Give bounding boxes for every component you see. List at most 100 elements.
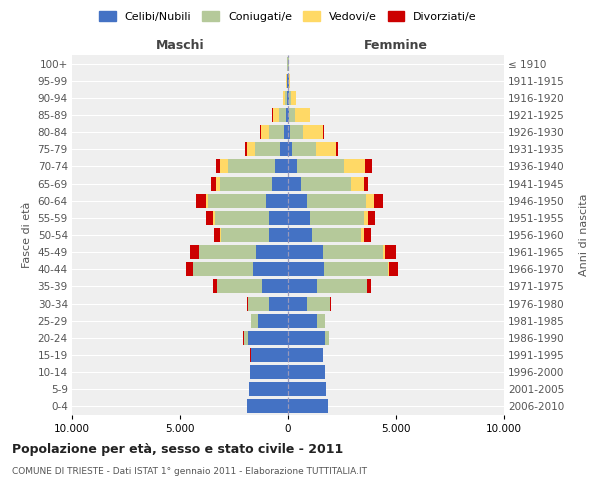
Bar — [316, 142, 335, 156]
Bar — [247, 400, 288, 413]
Bar — [284, 125, 288, 139]
Bar — [193, 262, 253, 276]
Bar — [344, 160, 365, 173]
Bar — [227, 160, 275, 173]
Bar — [283, 91, 285, 105]
Bar — [291, 91, 296, 105]
Bar — [288, 262, 323, 276]
Bar — [350, 176, 364, 190]
Bar — [385, 245, 395, 259]
Bar — [199, 245, 256, 259]
Legend: Celibi/Nubili, Coniugati/e, Vedovi/e, Divorziati/e: Celibi/Nubili, Coniugati/e, Vedovi/e, Di… — [96, 8, 480, 25]
Bar — [269, 296, 288, 310]
Bar — [215, 176, 220, 190]
Bar — [206, 194, 208, 207]
Bar — [288, 280, 317, 293]
Bar — [361, 228, 364, 242]
Bar — [220, 228, 221, 242]
Bar — [260, 125, 261, 139]
Bar — [288, 176, 301, 190]
Bar — [186, 262, 193, 276]
Bar — [365, 160, 372, 173]
Bar — [275, 160, 288, 173]
Bar — [285, 91, 287, 105]
Bar — [288, 91, 289, 105]
Text: Popolazione per età, sesso e stato civile - 2011: Popolazione per età, sesso e stato civil… — [12, 442, 343, 456]
Bar — [286, 108, 288, 122]
Bar — [289, 91, 291, 105]
Bar — [258, 314, 288, 328]
Bar — [220, 176, 272, 190]
Bar — [254, 142, 280, 156]
Bar — [213, 280, 217, 293]
Bar — [249, 382, 288, 396]
Bar — [374, 194, 383, 207]
Bar — [364, 176, 368, 190]
Text: Maschi: Maschi — [155, 38, 205, 52]
Bar — [250, 365, 288, 379]
Bar — [287, 74, 288, 88]
Bar — [288, 365, 325, 379]
Bar — [221, 228, 269, 242]
Bar — [266, 194, 288, 207]
Bar — [388, 262, 389, 276]
Bar — [288, 74, 289, 88]
Bar — [247, 142, 254, 156]
Bar — [220, 160, 227, 173]
Bar — [288, 400, 328, 413]
Bar — [251, 314, 258, 328]
Bar — [251, 348, 288, 362]
Bar — [307, 296, 330, 310]
Bar — [248, 331, 288, 345]
Bar — [301, 176, 350, 190]
Bar — [288, 194, 307, 207]
Bar — [317, 314, 325, 328]
Bar — [288, 142, 292, 156]
Bar — [289, 74, 290, 88]
Bar — [244, 331, 248, 345]
Bar — [288, 228, 312, 242]
Bar — [290, 125, 303, 139]
Bar — [214, 228, 220, 242]
Bar — [288, 108, 289, 122]
Bar — [288, 382, 326, 396]
Y-axis label: Fasce di età: Fasce di età — [22, 202, 32, 268]
Bar — [295, 108, 310, 122]
Bar — [256, 245, 288, 259]
Bar — [196, 194, 206, 207]
Bar — [190, 245, 199, 259]
Text: COMUNE DI TRIESTE - Dati ISTAT 1° gennaio 2011 - Elaborazione TUTTITALIA.IT: COMUNE DI TRIESTE - Dati ISTAT 1° gennai… — [12, 468, 367, 476]
Bar — [288, 314, 317, 328]
Bar — [323, 245, 383, 259]
Bar — [288, 125, 290, 139]
Bar — [292, 142, 316, 156]
Bar — [213, 211, 215, 225]
Bar — [215, 160, 220, 173]
Bar — [307, 194, 366, 207]
Y-axis label: Anni di nascita: Anni di nascita — [579, 194, 589, 276]
Bar — [364, 211, 368, 225]
Bar — [269, 125, 284, 139]
Bar — [364, 228, 371, 242]
Bar — [269, 211, 288, 225]
Bar — [325, 331, 329, 345]
Bar — [310, 211, 364, 225]
Bar — [272, 176, 288, 190]
Bar — [262, 280, 288, 293]
Bar — [211, 176, 215, 190]
Bar — [367, 280, 371, 293]
Bar — [206, 211, 213, 225]
Bar — [247, 296, 248, 310]
Bar — [317, 280, 367, 293]
Bar — [215, 211, 269, 225]
Bar — [217, 280, 262, 293]
Bar — [288, 296, 307, 310]
Bar — [288, 211, 310, 225]
Bar — [389, 262, 398, 276]
Bar — [288, 348, 323, 362]
Bar — [269, 228, 288, 242]
Bar — [287, 91, 288, 105]
Bar — [288, 331, 325, 345]
Bar — [312, 228, 361, 242]
Bar — [296, 160, 344, 173]
